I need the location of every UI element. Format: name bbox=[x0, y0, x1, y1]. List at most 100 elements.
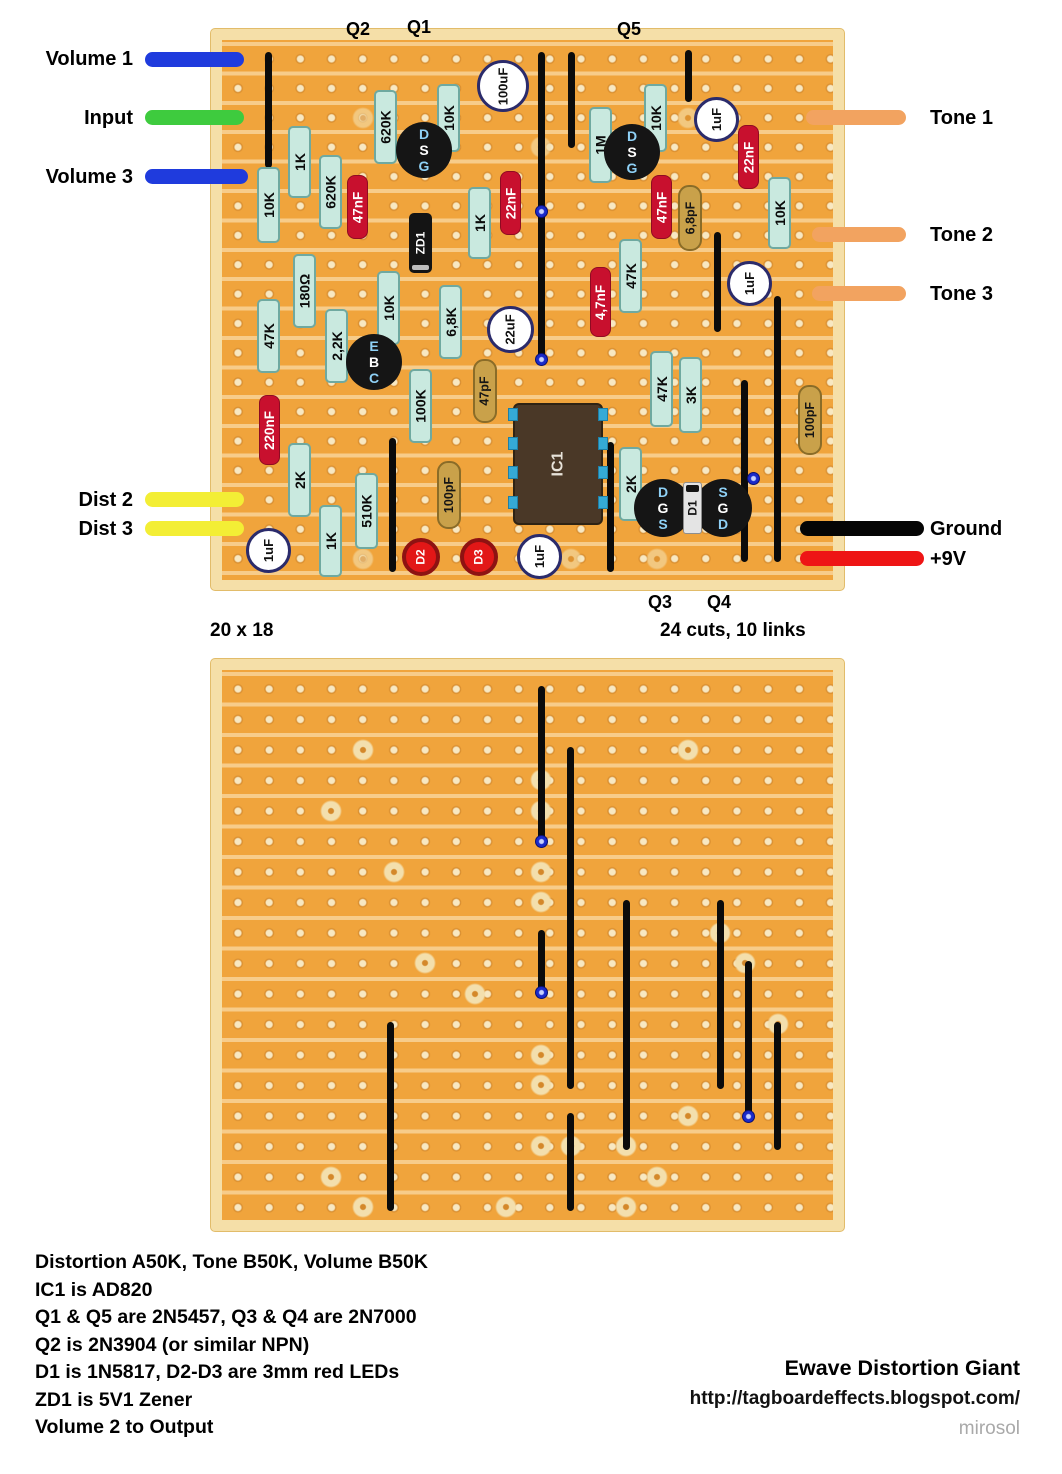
track-cut bbox=[352, 1196, 374, 1218]
electrolytic-capacitor: 1uF bbox=[727, 261, 772, 306]
ceramic-capacitor: 47pF bbox=[473, 359, 497, 423]
resistor: 3K bbox=[679, 357, 702, 433]
ic-pin bbox=[598, 437, 608, 450]
track-cut bbox=[495, 1196, 517, 1218]
junction-dot bbox=[535, 835, 548, 848]
pin-label: E bbox=[369, 338, 379, 354]
junction-dot bbox=[742, 1110, 755, 1123]
wire-dist2 bbox=[145, 492, 244, 507]
resistor: 620K bbox=[374, 90, 397, 164]
electrolytic-capacitor: 100uF bbox=[477, 60, 529, 112]
electrolytic-capacitor: 1uF bbox=[246, 528, 291, 573]
resistor-value: 2,2K bbox=[328, 331, 345, 361]
capacitor-value: 6,8pF bbox=[683, 201, 697, 235]
io-label-input: Input bbox=[84, 107, 133, 129]
resistor: 1K bbox=[288, 126, 311, 198]
electrolytic-capacitor: 1uF bbox=[694, 97, 739, 142]
resistor: 1K bbox=[468, 187, 491, 259]
capacitor-value: 22nF bbox=[741, 141, 757, 173]
wire-link bbox=[741, 380, 748, 562]
wire-link bbox=[538, 930, 545, 997]
io-label-9v: +9V bbox=[930, 548, 967, 570]
wire-link bbox=[568, 52, 575, 148]
pin-label: S bbox=[627, 144, 637, 160]
resistor: 2,2K bbox=[325, 309, 348, 383]
wire-link bbox=[745, 961, 752, 1119]
resistor-value: 2K bbox=[291, 471, 308, 489]
track-cut bbox=[530, 891, 552, 913]
resistor-value: 6,8K bbox=[442, 307, 459, 337]
source-url: http://tagboardeffects.blogspot.com/ bbox=[689, 1388, 1020, 1409]
junction-dot bbox=[535, 205, 548, 218]
pin-label: G bbox=[717, 500, 729, 516]
ic-pin bbox=[508, 466, 518, 479]
transistor-q5: D S G bbox=[604, 124, 660, 180]
pin-label: G bbox=[418, 158, 430, 174]
transistor-q1: D S G bbox=[396, 122, 452, 178]
resistor-value: 47K bbox=[653, 376, 670, 402]
stripboard-bottom bbox=[222, 670, 833, 1220]
track-cut bbox=[320, 800, 342, 822]
resistor: 47K bbox=[257, 299, 280, 373]
label-q2: Q2 bbox=[346, 19, 371, 39]
capacitor-value: 22nF bbox=[503, 187, 519, 219]
diode-d1: D1 bbox=[683, 482, 702, 534]
resistor-value: 2K bbox=[622, 475, 639, 493]
io-label-volume3: Volume 3 bbox=[45, 166, 133, 188]
resistor: 1K bbox=[319, 505, 342, 577]
track-cut bbox=[677, 739, 699, 761]
io-label-volume1: Volume 1 bbox=[45, 48, 133, 70]
transistor-q2: E B C bbox=[346, 334, 402, 390]
note-diodes: D1 is 1N5817, D2-D3 are 3mm red LEDs bbox=[35, 1361, 400, 1383]
capacitor-value: 47pF bbox=[478, 376, 492, 406]
resistor-value: 47K bbox=[622, 263, 639, 289]
resistor: 10K bbox=[768, 177, 791, 249]
resistor-value: 100K bbox=[412, 389, 429, 423]
pin-label: S bbox=[658, 516, 668, 532]
ic1-label: IC1 bbox=[549, 451, 566, 477]
resistor-value: 1K bbox=[471, 214, 488, 232]
note-output: Volume 2 to Output bbox=[35, 1416, 214, 1438]
pin-label: B bbox=[368, 354, 380, 370]
zener-label: ZD1 bbox=[413, 231, 428, 255]
film-capacitor: 47nF bbox=[347, 175, 368, 239]
resistor-value: 3K bbox=[682, 386, 699, 404]
wire-input bbox=[145, 110, 244, 125]
track-cut bbox=[352, 739, 374, 761]
pin-label: S bbox=[718, 484, 728, 500]
note-fets: Q1 & Q5 are 2N5457, Q3 & Q4 are 2N7000 bbox=[35, 1306, 417, 1328]
page-title: Ewave Distortion Giant bbox=[784, 1356, 1020, 1380]
label-q1: Q1 bbox=[407, 17, 432, 37]
track-cut bbox=[615, 1196, 637, 1218]
capacitor-value: 220nF bbox=[262, 410, 277, 450]
ceramic-capacitor: 100pF bbox=[798, 385, 822, 455]
wire-link bbox=[685, 50, 692, 102]
pin-label: G bbox=[657, 500, 669, 516]
film-capacitor: 47nF bbox=[651, 175, 672, 239]
ic-pin bbox=[508, 496, 518, 509]
wire-volume1 bbox=[145, 52, 244, 67]
wire-link bbox=[774, 296, 781, 562]
junction-dot bbox=[535, 353, 548, 366]
wire-link bbox=[389, 438, 396, 572]
resistor: 620K bbox=[319, 155, 342, 229]
io-label-dist3: Dist 3 bbox=[78, 518, 133, 540]
resistor: 47K bbox=[619, 239, 642, 313]
label-q3: Q3 bbox=[648, 592, 673, 612]
wire-volume3 bbox=[145, 169, 248, 184]
electrolytic-capacitor: 22uF bbox=[487, 306, 534, 353]
ceramic-capacitor: 6,8pF bbox=[678, 185, 702, 251]
author-name: mirosol bbox=[958, 1418, 1020, 1439]
track-cut bbox=[320, 1166, 342, 1188]
transistor-q4: S G D bbox=[694, 479, 752, 537]
track-cut bbox=[352, 548, 374, 570]
capacitor-value: 22uF bbox=[503, 314, 518, 345]
wire-link bbox=[265, 52, 272, 168]
wire-link bbox=[538, 686, 545, 846]
led-d2: D2 bbox=[402, 538, 440, 576]
wire-tone2 bbox=[812, 227, 906, 242]
capacitor-value: 1uF bbox=[261, 538, 276, 563]
pin-label: G bbox=[626, 160, 638, 176]
film-capacitor: 22nF bbox=[500, 171, 521, 235]
